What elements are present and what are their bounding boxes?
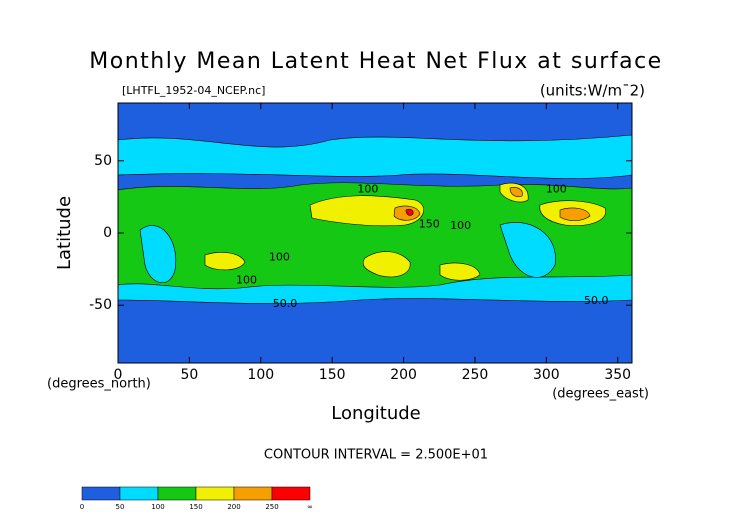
x-tick-label: 0 — [114, 367, 123, 383]
contour-label: 100 — [269, 251, 290, 264]
colorbar-label: 250 — [265, 503, 278, 511]
contour-interval: CONTOUR INTERVAL = 2.500E+01 — [264, 448, 488, 463]
field — [118, 103, 632, 363]
x-unit-label: (degrees_east) — [552, 387, 649, 402]
chart-title: Monthly Mean Latent Heat Net Flux at sur… — [89, 49, 662, 74]
x-tick-label: 150 — [319, 367, 346, 383]
contour-label: 100 — [546, 183, 567, 196]
x-axis-label: Longitude — [331, 403, 421, 424]
field-band — [405, 208, 414, 216]
y-tick-label: -50 — [89, 297, 112, 313]
colorbar-label: 50 — [116, 503, 125, 511]
y-tick-label: 50 — [94, 153, 112, 169]
field-band — [139, 222, 556, 283]
x-tick-label: 250 — [462, 367, 489, 383]
contour-label: 100 — [450, 219, 471, 232]
x-tick-label: 200 — [390, 367, 417, 383]
field-band — [118, 182, 632, 290]
colorbar-segment — [271, 486, 311, 501]
field-band — [309, 195, 424, 227]
contour-label: 150 — [419, 217, 440, 230]
y-tick-label: 0 — [103, 225, 112, 241]
colorbar-label: ∞ — [307, 503, 313, 511]
colorbar-segment — [157, 486, 197, 501]
field-band — [118, 134, 632, 179]
source-label: [LHTFL_1952-04_NCEP.nc] — [122, 84, 265, 97]
y-unit-label: (degrees_north) — [47, 377, 151, 392]
colorbar-label: 200 — [227, 503, 240, 511]
colorbar-segment — [233, 486, 273, 501]
colorbar-label: 100 — [151, 503, 164, 511]
contour-label: 100 — [236, 274, 257, 287]
y-axis-label: Latitude — [54, 196, 75, 270]
colorbar-label: 0 — [80, 503, 84, 511]
units-label: (units:W/m¯2) — [540, 82, 645, 100]
colorbar-label: 150 — [189, 503, 202, 511]
x-tick-label: 50 — [180, 367, 198, 383]
colorbar-segment — [119, 486, 159, 501]
field-band — [204, 182, 529, 281]
x-tick-label: 350 — [604, 367, 631, 383]
x-tick-label: 300 — [533, 367, 560, 383]
contour-label: 50.0 — [584, 294, 609, 307]
field-band — [362, 251, 411, 278]
colorbar-segment — [81, 486, 121, 501]
x-tick-label: 100 — [247, 367, 274, 383]
colorbar-segment — [195, 486, 235, 501]
contour-label: 50.0 — [273, 297, 298, 310]
contour-label: 100 — [357, 183, 378, 196]
field-band — [393, 187, 591, 221]
